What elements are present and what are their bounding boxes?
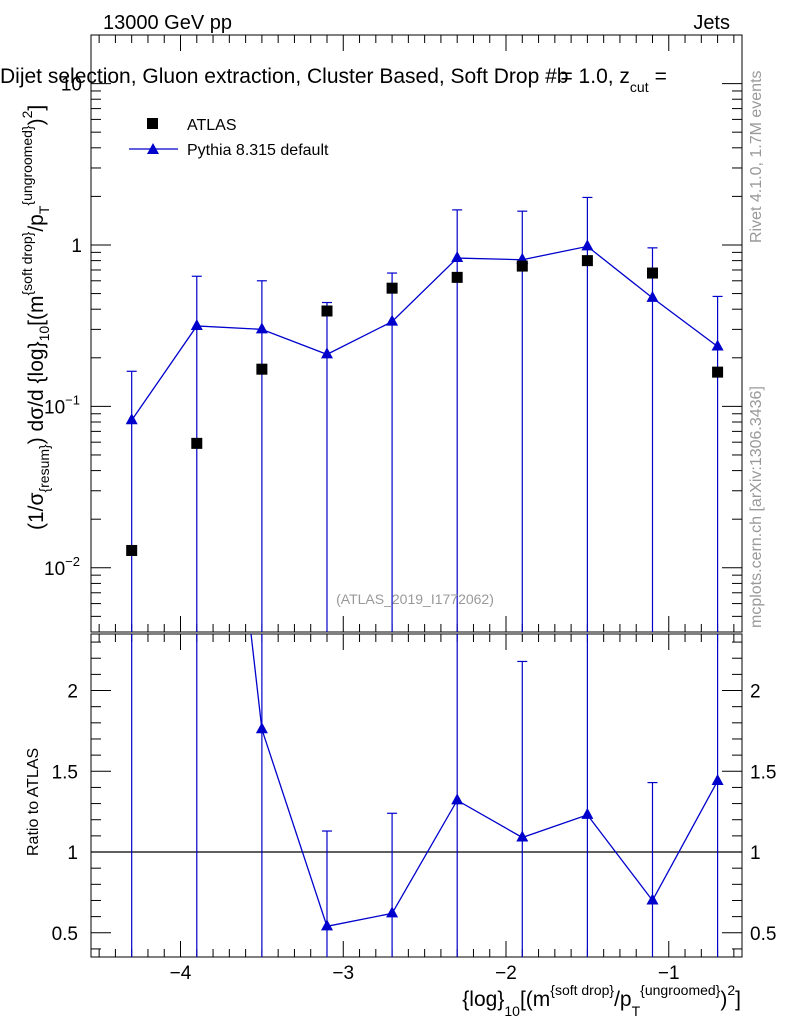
y-tick-label: 10−2 (44, 554, 80, 580)
data-marker (126, 544, 138, 556)
ratio-y-tick-label: 1.5 (52, 762, 78, 783)
ratio-axis-ticks: −4 −3 −2 −1 0.5 0.5 1 1 1.5 1.5 2 2 (52, 634, 776, 984)
mc-marker (125, 413, 138, 425)
ratio-marker (386, 906, 399, 918)
data-marker (581, 255, 593, 267)
mc-marker (581, 239, 594, 251)
data-marker (256, 363, 268, 375)
plot-title-sub: cut (630, 79, 649, 95)
ratio-y-tick-label: 0.5 (52, 924, 78, 945)
ratio-series (131, 634, 724, 957)
ratio-y-axis-label: Ratio to ATLAS (25, 748, 42, 856)
ratio-marker (581, 807, 594, 819)
legend: ATLAS Pythia 8.315 default (129, 117, 329, 159)
x-tick-label: −4 (170, 963, 192, 984)
ratio-marker (646, 893, 659, 905)
ratio-y-tick-label-right: 1.5 (750, 762, 776, 783)
mc-marker (646, 290, 659, 302)
analysis-watermark: (ATLAS_2019_I1772062) (336, 591, 494, 607)
mc-marker (451, 251, 464, 263)
x-tick-label: −1 (658, 963, 680, 984)
ratio-line (250, 634, 719, 928)
legend-mc-label: Pythia 8.315 default (187, 142, 329, 159)
data-marker (516, 260, 528, 272)
data-marker (451, 271, 463, 283)
main-axis-ticks: 10−2 10−1 1 10 (44, 34, 742, 633)
x-tick-label: −3 (332, 963, 354, 984)
main-panel-frame (90, 34, 743, 633)
ratio-panel-frame (90, 633, 743, 958)
ratio-marker (255, 722, 268, 734)
rivet-label: Rivet 4.1.0, 1.7M events (748, 70, 765, 243)
ratio-marker (516, 830, 529, 842)
legend-data-label: ATLAS (187, 117, 237, 134)
data-marker (712, 366, 724, 378)
legend-mc-marker (147, 143, 159, 154)
main-series (125, 196, 724, 632)
data-marker (646, 267, 658, 279)
mc-marker (255, 322, 268, 334)
ratio-y-tick-label: 1 (67, 843, 78, 864)
plot-title-main: Dijet selection, Gluon extraction, Clust… (0, 65, 568, 88)
x-tick-label: −2 (495, 963, 517, 984)
y-tick-label: 1 (71, 236, 82, 257)
data-marker (386, 282, 398, 294)
ratio-marker (711, 773, 724, 785)
y-tick-label: 10−1 (44, 392, 80, 418)
ratio-y-tick-label-right: 1 (750, 843, 761, 864)
mc-marker (711, 339, 724, 351)
beam-label: 13000 GeV pp (103, 12, 232, 34)
ratio-marker (320, 919, 333, 931)
plot-title-params: = 1.0, z (560, 65, 629, 88)
data-marker (321, 305, 333, 317)
y-tick-label: 10 (61, 75, 82, 96)
main-y-axis-label: (1/σ{resum}) dσ/d {log}10[(m{soft drop}/… (19, 105, 52, 530)
mc-line (131, 245, 718, 421)
category-label: Jets (693, 12, 730, 34)
x-axis-label: {log}10[(m{soft drop}/pT{ungroomed})2] (462, 982, 741, 1019)
mcplots-label: mcplots.cern.ch [arXiv:1306.3436] (748, 386, 765, 628)
ratio-y-tick-label-right: 2 (750, 682, 761, 703)
ratio-y-tick-label: 2 (67, 682, 78, 703)
mc-marker (320, 347, 333, 359)
plot-title: Dijet selection, Gluon extraction, Clust… (0, 65, 667, 95)
plot-title-tail: = (655, 65, 667, 88)
mc-marker (190, 318, 203, 330)
ratio-marker (451, 793, 464, 805)
mc-marker (386, 314, 399, 326)
data-marker (191, 437, 203, 449)
legend-data-marker (147, 118, 158, 129)
ratio-y-tick-label-right: 0.5 (750, 924, 776, 945)
